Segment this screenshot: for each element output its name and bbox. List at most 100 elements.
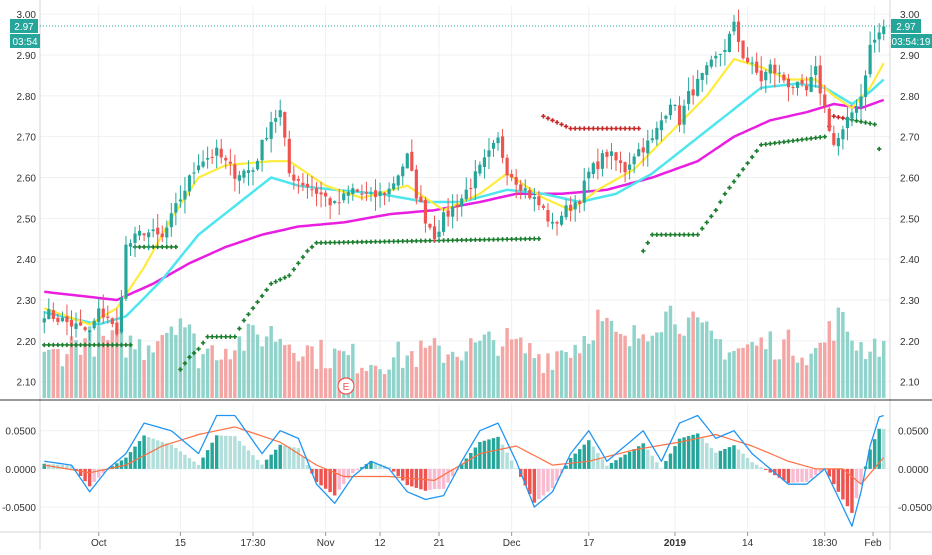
candle-up[interactable] xyxy=(483,157,486,167)
candle-up[interactable] xyxy=(397,175,400,185)
candle-down[interactable] xyxy=(506,158,509,176)
candle-down[interactable] xyxy=(288,139,291,173)
candle-down[interactable] xyxy=(319,192,322,194)
candle-down[interactable] xyxy=(310,189,313,190)
candle-down[interactable] xyxy=(410,152,413,171)
candle-up[interactable] xyxy=(369,193,372,194)
candle-up[interactable] xyxy=(878,32,881,39)
candle-down[interactable] xyxy=(306,184,309,188)
candle-up[interactable] xyxy=(265,138,268,139)
candle-up[interactable] xyxy=(864,75,867,97)
candle-up[interactable] xyxy=(601,153,604,169)
candle-up[interactable] xyxy=(74,323,77,328)
candle-down[interactable] xyxy=(741,41,744,59)
candle-down[interactable] xyxy=(220,149,223,158)
candle-up[interactable] xyxy=(465,190,468,200)
candle-up[interactable] xyxy=(124,245,127,299)
candle-down[interactable] xyxy=(224,158,227,160)
candle-down[interactable] xyxy=(537,196,540,205)
candle-down[interactable] xyxy=(501,136,504,157)
candle-down[interactable] xyxy=(800,80,803,83)
candle-up[interactable] xyxy=(147,232,150,237)
candle-down[interactable] xyxy=(433,226,436,239)
candle-down[interactable] xyxy=(111,318,114,324)
candle-down[interactable] xyxy=(692,89,695,95)
candle-up[interactable] xyxy=(251,170,254,172)
candle-down[interactable] xyxy=(619,160,622,163)
candle-up[interactable] xyxy=(247,170,250,173)
candle-down[interactable] xyxy=(143,233,146,235)
candle-up[interactable] xyxy=(682,106,685,125)
candle-up[interactable] xyxy=(478,165,481,174)
candle-down[interactable] xyxy=(623,162,626,172)
candle-up[interactable] xyxy=(560,216,563,225)
candle-up[interactable] xyxy=(260,140,263,160)
candle-up[interactable] xyxy=(646,141,649,154)
candle-up[interactable] xyxy=(837,138,840,146)
candle-down[interactable] xyxy=(315,188,318,194)
candle-up[interactable] xyxy=(170,213,173,227)
candle-down[interactable] xyxy=(746,58,749,63)
candle-up[interactable] xyxy=(873,40,876,43)
candle-up[interactable] xyxy=(242,171,245,178)
candle-down[interactable] xyxy=(424,200,427,224)
candle-up[interactable] xyxy=(633,157,636,165)
candle-up[interactable] xyxy=(47,309,50,319)
candle-down[interactable] xyxy=(156,228,159,235)
candle-up[interactable] xyxy=(270,122,273,139)
candle-down[interactable] xyxy=(828,109,831,131)
candle-up[interactable] xyxy=(197,165,200,170)
candle-up[interactable] xyxy=(401,167,404,177)
candle-down[interactable] xyxy=(578,201,581,204)
candle-down[interactable] xyxy=(70,320,73,327)
candle-up[interactable] xyxy=(660,120,663,130)
candle-down[interactable] xyxy=(678,105,681,125)
candle-up[interactable] xyxy=(714,56,717,59)
candle-down[interactable] xyxy=(737,22,740,42)
candle-up[interactable] xyxy=(442,212,445,232)
candle-up[interactable] xyxy=(710,60,713,67)
candle-down[interactable] xyxy=(782,75,785,81)
candle-up[interactable] xyxy=(610,151,613,156)
candle-up[interactable] xyxy=(347,192,350,196)
candle-down[interactable] xyxy=(415,170,418,199)
candle-up[interactable] xyxy=(592,163,595,174)
candle-down[interactable] xyxy=(84,327,87,330)
candle-up[interactable] xyxy=(728,34,731,52)
candle-up[interactable] xyxy=(655,128,658,140)
candle-up[interactable] xyxy=(152,229,155,231)
candle-down[interactable] xyxy=(819,65,822,93)
candle-up[interactable] xyxy=(796,82,799,88)
candle-up[interactable] xyxy=(61,318,64,322)
candle-up[interactable] xyxy=(705,65,708,75)
candle-up[interactable] xyxy=(524,188,527,190)
candle-down[interactable] xyxy=(161,234,164,237)
candle-up[interactable] xyxy=(533,197,536,199)
candle-up[interactable] xyxy=(333,201,336,203)
candle-down[interactable] xyxy=(360,194,363,195)
candle-up[interactable] xyxy=(378,191,381,196)
candle-down[interactable] xyxy=(374,190,377,197)
candle-down[interactable] xyxy=(519,184,522,190)
candle-down[interactable] xyxy=(805,86,808,90)
candle-up[interactable] xyxy=(138,231,141,236)
candle-down[interactable] xyxy=(510,174,513,178)
candle-down[interactable] xyxy=(596,161,599,169)
candle-up[interactable] xyxy=(342,193,345,200)
candle-up[interactable] xyxy=(388,189,391,194)
candle-up[interactable] xyxy=(496,138,499,144)
candle-down[interactable] xyxy=(52,310,55,319)
candle-up[interactable] xyxy=(850,112,853,118)
candle-up[interactable] xyxy=(669,105,672,116)
candle-down[interactable] xyxy=(605,152,608,157)
candle-down[interactable] xyxy=(283,112,286,137)
candle-up[interactable] xyxy=(673,105,676,106)
candle-down[interactable] xyxy=(456,205,459,207)
candle-down[interactable] xyxy=(823,94,826,106)
candle-down[interactable] xyxy=(569,205,572,211)
candle-up[interactable] xyxy=(88,330,91,332)
candle-up[interactable] xyxy=(97,308,100,322)
candle-down[interactable] xyxy=(79,322,82,325)
